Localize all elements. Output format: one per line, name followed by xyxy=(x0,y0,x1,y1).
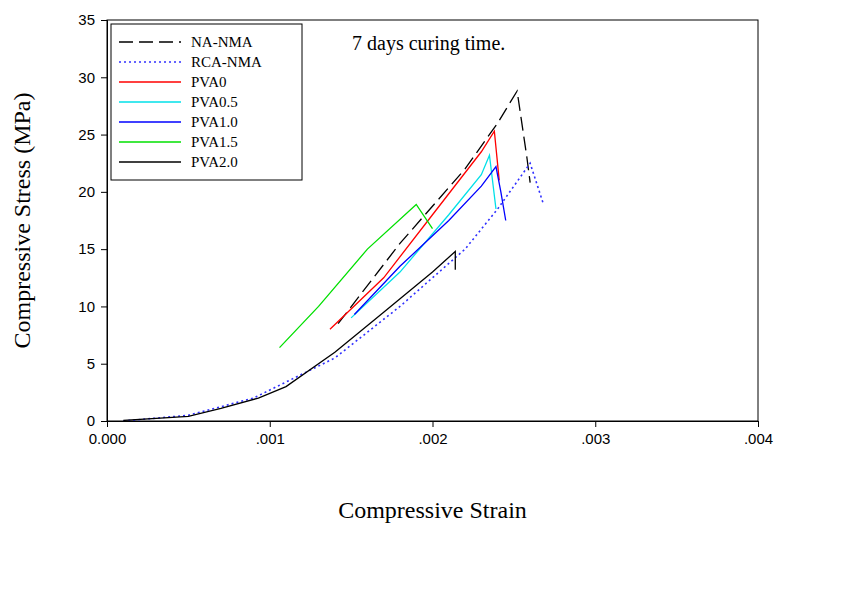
x-tick: .003 xyxy=(581,421,610,447)
y-tick: 5 xyxy=(87,355,107,372)
y-tick-label: 20 xyxy=(78,183,95,200)
y-tick-mark xyxy=(101,421,107,422)
x-axis-title: Compressive Strain xyxy=(338,497,527,523)
annotation: 7 days curing time. xyxy=(352,32,505,55)
legend-label: PVA1.0 xyxy=(191,114,238,130)
legend: NA-NMA RCA-NMA PVA0 PVA0.5 PVA1.0 PVA1.5 PVA2.… xyxy=(111,24,302,180)
x-axis-line xyxy=(108,422,759,428)
x-tick: .002 xyxy=(418,421,447,447)
plot-frame xyxy=(107,20,758,421)
y-tick: 20 xyxy=(78,183,107,200)
x-tick-label: .004 xyxy=(744,430,773,447)
y-tick: 0 xyxy=(87,412,107,429)
y-axis-line xyxy=(101,21,108,422)
x-tick: .001 xyxy=(256,421,285,447)
y-tick-mark xyxy=(101,77,107,78)
y-tick: 35 xyxy=(78,11,107,28)
y-tick-label: 25 xyxy=(78,126,95,143)
legend-swatch xyxy=(119,41,181,42)
x-tick-mark xyxy=(595,421,596,427)
series-line xyxy=(330,131,499,329)
legend-box xyxy=(111,24,302,180)
legend-label: PVA2.0 xyxy=(191,154,238,170)
series-line xyxy=(123,251,455,420)
y-tick-label: 30 xyxy=(78,69,95,86)
y-tick-mark xyxy=(101,192,107,193)
y-tick-mark xyxy=(101,364,107,365)
legend-label: NA-NMA xyxy=(191,34,253,50)
legend-swatch xyxy=(119,141,181,142)
y-tick-label: 10 xyxy=(78,298,95,315)
plot-area: 0.000 .001 .002 .003 .004 0 5 10 15 20 25 30 35 xyxy=(78,11,773,446)
y-tick-mark xyxy=(101,249,107,250)
legend-label: PVA1.5 xyxy=(191,134,238,150)
y-tick-mark xyxy=(101,306,107,307)
legend-label: PVA0 xyxy=(191,74,227,90)
x-tick-label: .001 xyxy=(256,430,285,447)
series-line xyxy=(280,204,433,347)
x-tick-label: .003 xyxy=(581,430,610,447)
y-tick: 10 xyxy=(78,298,107,315)
x-tick-label: .002 xyxy=(418,430,447,447)
legend-swatch xyxy=(119,81,181,82)
legend-swatch xyxy=(119,61,181,63)
series-line xyxy=(338,91,530,324)
y-tick-mark xyxy=(101,20,107,21)
y-tick: 15 xyxy=(78,240,107,257)
x-tick-mark xyxy=(270,421,271,427)
y-tick: 30 xyxy=(78,69,107,86)
y-tick-label: 35 xyxy=(78,11,95,28)
y-tick: 25 xyxy=(78,126,107,143)
y-tick-label: 0 xyxy=(87,412,95,429)
legend-swatch xyxy=(119,101,181,102)
y-tick-mark xyxy=(101,135,107,136)
y-tick-label: 15 xyxy=(78,240,95,257)
x-tick-mark xyxy=(758,421,759,427)
y-axis-title: Compressive Stress (MPa) xyxy=(9,93,35,349)
legend-swatch xyxy=(119,161,181,162)
x-tick-label: 0.000 xyxy=(89,430,127,447)
x-axis: 0.000 .001 .002 .003 .004 xyxy=(89,421,773,447)
x-tick-mark xyxy=(433,421,434,427)
y-axis: 0 5 10 15 20 25 30 35 xyxy=(78,11,107,429)
legend-label: PVA0.5 xyxy=(191,94,238,110)
series-line xyxy=(123,163,543,421)
legend-label: RCA-NMA xyxy=(191,54,262,70)
legend-swatch xyxy=(119,121,181,122)
x-tick: .004 xyxy=(744,421,773,447)
chart: 0.000 .001 .002 .003 .004 0 5 10 15 20 25 30 35 7 day… xyxy=(0,0,850,595)
y-tick-label: 5 xyxy=(87,355,95,372)
series-line xyxy=(351,155,496,318)
